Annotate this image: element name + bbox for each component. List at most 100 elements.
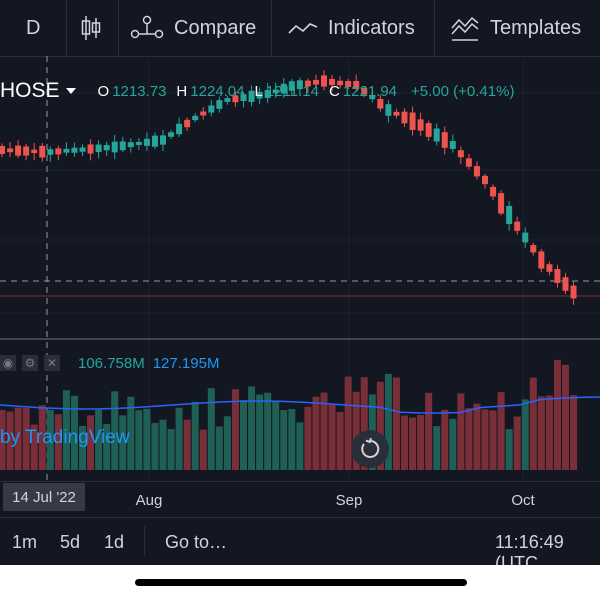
goto-button[interactable]: Go to… <box>165 532 228 552</box>
candle <box>143 138 150 146</box>
volume-bar <box>401 415 408 470</box>
candle <box>256 91 263 99</box>
candle <box>449 141 456 149</box>
home-indicator-area <box>0 565 600 600</box>
volume-bar <box>288 408 296 470</box>
volume-bar <box>0 410 6 470</box>
candle <box>272 89 279 94</box>
candle <box>119 141 126 151</box>
range-1d-button[interactable]: 1d <box>104 532 125 552</box>
eye-icon[interactable]: ◉ <box>0 355 16 371</box>
volume-legend: ◉ ⚙ ✕ 106.758M 127.195M <box>0 352 219 374</box>
candle <box>506 205 513 225</box>
volume-bar <box>312 396 320 470</box>
candle <box>127 142 134 148</box>
candle <box>111 141 118 153</box>
candle <box>393 111 400 116</box>
volume-bar <box>513 416 521 470</box>
candle <box>288 81 295 91</box>
bottom-divider <box>144 526 145 556</box>
candle <box>417 119 424 131</box>
candle <box>473 166 480 177</box>
candle <box>530 245 537 253</box>
candle <box>47 149 54 155</box>
indicators-icon <box>288 23 318 34</box>
candle <box>216 100 223 109</box>
candle <box>377 98 384 109</box>
volume-bar <box>352 391 360 470</box>
candle <box>160 135 166 145</box>
volume-bar <box>38 405 46 470</box>
symbol-dropdown-icon[interactable] <box>65 88 76 94</box>
range-5d-button[interactable]: 5d <box>60 532 81 552</box>
volume-bar <box>449 418 457 470</box>
volume-bar <box>304 406 312 470</box>
candle <box>79 147 86 152</box>
candle <box>0 145 5 155</box>
volume-bar <box>199 429 207 470</box>
candle <box>361 87 368 95</box>
symbol-name[interactable]: HOSE <box>0 79 60 102</box>
volume-bar <box>521 399 529 470</box>
templates-button[interactable]: Templates <box>450 0 581 56</box>
volume-bar <box>62 390 70 470</box>
candle <box>522 232 529 243</box>
open-key: O <box>97 82 110 100</box>
volume-bar <box>207 388 215 470</box>
candle <box>570 285 577 299</box>
volume-bar <box>14 407 22 470</box>
volume-bar <box>248 386 256 470</box>
candle <box>385 104 392 116</box>
close-value: 1221.94 <box>342 82 398 100</box>
candle <box>554 269 561 283</box>
candle <box>31 149 38 154</box>
volume-bar <box>441 409 449 470</box>
candle <box>433 128 440 142</box>
candle <box>562 277 569 291</box>
volume-bar <box>320 392 328 470</box>
volume-bar <box>87 415 95 470</box>
volume-bar <box>46 409 54 470</box>
chart-type-button[interactable] <box>80 0 112 56</box>
candle <box>7 148 14 153</box>
volume-bar <box>159 419 167 470</box>
chart-area[interactable] <box>0 56 600 480</box>
range-1m-button[interactable]: 1m <box>12 532 38 552</box>
volume-bar <box>296 422 304 470</box>
interval-button[interactable]: D <box>26 0 40 56</box>
close-icon[interactable]: ✕ <box>44 355 60 371</box>
volume-bar <box>336 411 344 470</box>
candle <box>457 150 464 158</box>
reset-chart-button[interactable] <box>351 430 389 468</box>
volume-bar <box>111 391 119 470</box>
candle <box>135 141 142 146</box>
volume-bar <box>215 426 223 470</box>
low-value: 1211.14 <box>265 82 319 100</box>
candle <box>232 95 239 103</box>
volume-bar <box>151 423 159 470</box>
compare-button[interactable]: Compare <box>130 0 256 56</box>
candle <box>208 105 215 113</box>
volume-bar <box>328 404 336 470</box>
candle <box>280 83 287 94</box>
indicators-button[interactable]: Indicators <box>288 0 415 56</box>
volume-bar <box>264 392 272 470</box>
volume-bar <box>119 415 127 470</box>
volume-bar <box>22 408 30 470</box>
time-axis[interactable]: Aug Sep Oct <box>0 481 600 518</box>
candle <box>95 144 102 153</box>
candle <box>321 75 327 87</box>
volume-bar <box>384 373 392 470</box>
volume-bar <box>191 401 199 470</box>
indicators-label: Indicators <box>328 16 415 39</box>
candle <box>39 145 46 158</box>
volume-bar <box>70 395 78 470</box>
chart-canvas[interactable] <box>0 56 600 480</box>
gear-icon[interactable]: ⚙ <box>22 355 38 371</box>
candle <box>345 81 352 87</box>
candle <box>200 111 207 116</box>
candle <box>304 80 311 87</box>
volume-ma-line <box>0 396 600 414</box>
candle <box>15 145 22 156</box>
home-indicator[interactable] <box>135 579 467 586</box>
